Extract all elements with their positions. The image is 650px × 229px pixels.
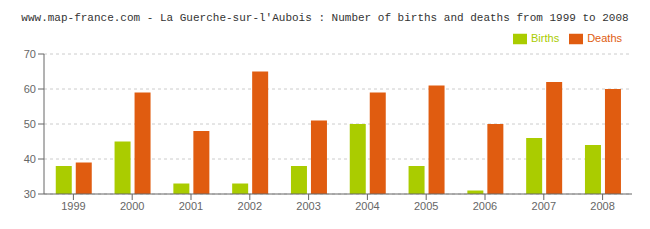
svg-text:2005: 2005 [414,200,438,212]
svg-text:2002: 2002 [238,200,262,212]
svg-text:2004: 2004 [355,200,379,212]
html-text:Deaths: Deaths [587,32,622,44]
svg-text:30: 30 [24,188,36,200]
svg-text:2003: 2003 [296,200,320,212]
svg-text:60: 60 [24,83,36,95]
svg-text:2006: 2006 [473,200,497,212]
svg-text:70: 70 [24,48,36,60]
svg-text:2001: 2001 [179,200,203,212]
html-text:www.map-france.com - La Guerch: www.map-france.com - La Guerche-sur-l'Au… [21,12,629,24]
svg-text:2007: 2007 [532,200,556,212]
svg-text:1999: 1999 [61,200,85,212]
html-text:Births: Births [531,32,560,44]
svg-text:50: 50 [24,118,36,130]
svg-text:40: 40 [24,153,36,165]
svg-text:2000: 2000 [120,200,144,212]
svg-text:2008: 2008 [590,200,614,212]
